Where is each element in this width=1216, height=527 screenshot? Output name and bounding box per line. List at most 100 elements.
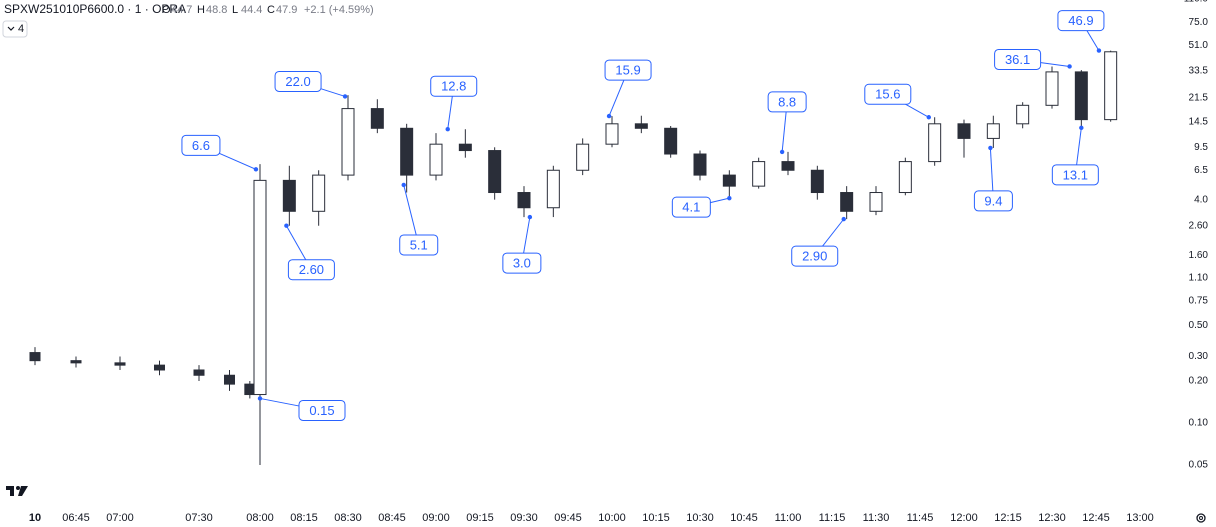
- candle-body: [1074, 71, 1088, 121]
- ohlc-value: 47.9: [276, 4, 297, 16]
- candle-body: [70, 360, 82, 364]
- chevron-icon: [7, 26, 15, 31]
- x-tick-label: 10: [29, 512, 41, 524]
- x-tick-label: 11:30: [863, 512, 890, 524]
- annotation-label: 0.15: [309, 403, 334, 418]
- annotation-box: [1057, 10, 1105, 32]
- x-tick-label: 12:45: [1082, 512, 1110, 524]
- candle-body: [840, 192, 854, 212]
- annotation-label: 46.9: [1068, 13, 1093, 28]
- y-tick-label: 0.10: [1189, 418, 1209, 429]
- symbol: SPXW251010P6600.0 · 1 · OPRA: [4, 2, 186, 16]
- x-tick-label: 11:45: [907, 512, 934, 524]
- tradingview-logo: [6, 486, 28, 496]
- x-tick-label: 10:30: [686, 512, 714, 524]
- y-tick-label: 21.5: [1189, 92, 1209, 103]
- x-tick-label: 12:15: [994, 512, 1022, 524]
- indicator-count[interactable]: 4: [18, 23, 24, 35]
- ohlc-value: 44.4: [241, 4, 262, 16]
- x-tick-label: 09:15: [466, 512, 494, 524]
- candle-body: [193, 369, 205, 376]
- x-tick-label: 10:00: [598, 512, 626, 524]
- ohlc-key: O: [162, 4, 171, 16]
- candle-body: [605, 123, 619, 145]
- candle-body: [370, 108, 384, 129]
- y-tick-label: 14.5: [1189, 116, 1209, 127]
- annotation-label: 4.1: [682, 200, 700, 215]
- x-tick-label: 09:30: [510, 512, 538, 524]
- settings-icon[interactable]: [1196, 513, 1206, 523]
- annotation-point: [988, 145, 993, 151]
- candle-body: [781, 161, 795, 171]
- annotation-box: [671, 196, 711, 218]
- candle-body: [1104, 51, 1118, 121]
- x-tick-label: 08:30: [334, 512, 362, 524]
- annotation-label: 22.0: [285, 74, 310, 89]
- annotation-point: [401, 182, 406, 188]
- x-tick-label: 08:15: [290, 512, 318, 524]
- annotation-point: [727, 195, 732, 201]
- y-tick-label: 0.50: [1189, 320, 1209, 331]
- y-tick-label: 0.20: [1189, 376, 1209, 387]
- annotation-box: [298, 399, 346, 421]
- x-tick-label: 09:45: [554, 512, 582, 524]
- candle-body: [312, 174, 326, 212]
- annotation-box: [791, 245, 839, 267]
- annotation-box: [994, 48, 1042, 70]
- candle-body: [664, 127, 678, 155]
- candle-body: [114, 362, 126, 366]
- annotation-box: [274, 70, 322, 92]
- candle-body: [810, 169, 824, 194]
- candle-body: [546, 169, 560, 209]
- annotation-point: [779, 149, 785, 155]
- candle-body: [400, 127, 414, 176]
- candle-body: [341, 108, 355, 176]
- candle-body: [253, 179, 267, 396]
- candle-body: [693, 153, 707, 176]
- candle-body: [488, 150, 502, 194]
- annotation-label: 6.6: [192, 138, 210, 153]
- indicator-toggle[interactable]: [2, 20, 28, 38]
- y-tick-label: 0.75: [1189, 296, 1209, 307]
- y-tick-label: 0.30: [1189, 351, 1209, 362]
- y-tick-label: 2.60: [1189, 220, 1209, 231]
- candle-body: [1045, 71, 1059, 106]
- annotation-box: [864, 83, 912, 105]
- y-tick-label: 33.5: [1189, 66, 1209, 77]
- candle-body: [1016, 104, 1030, 125]
- ohlc-key: H: [197, 4, 205, 16]
- annotation-label: 36.1: [1005, 52, 1030, 67]
- annotation-point: [606, 113, 612, 119]
- candle-body: [224, 374, 235, 385]
- ohlc-value: 48.8: [206, 4, 227, 16]
- x-tick-label: 06:45: [62, 512, 90, 524]
- candle-body: [154, 364, 165, 371]
- x-tick-label: 09:00: [422, 512, 450, 524]
- x-tick-label: 12:00: [950, 512, 978, 524]
- annotation-label: 12.8: [441, 79, 466, 94]
- ohlc-legend: O 44.7 H 48.8 L 44.4 C 47.9 +2.1 (+4.59%): [162, 4, 374, 16]
- candle-body: [429, 143, 443, 176]
- annotation-label: 5.1: [410, 237, 428, 252]
- candle-body: [869, 192, 883, 212]
- x-tick-label: 12:30: [1038, 512, 1066, 524]
- annotation-point: [342, 94, 348, 99]
- annotation-box: [604, 59, 652, 81]
- annotation-point: [926, 115, 931, 120]
- candle-body: [517, 192, 531, 209]
- ohlc-key: L: [232, 4, 238, 16]
- x-tick-label: 11:15: [819, 512, 846, 524]
- annotation-box: [502, 252, 542, 274]
- annotation-label: 8.8: [778, 94, 796, 109]
- annotation-point: [257, 396, 263, 401]
- ohlc-key: C: [267, 4, 275, 16]
- candle-body: [29, 352, 41, 362]
- y-tick-label: 9.5: [1194, 142, 1208, 153]
- y-tick-label: 6.5: [1194, 165, 1208, 176]
- candle-body: [928, 123, 942, 163]
- y-tick-label: 51.0: [1189, 40, 1209, 51]
- y-tick-label: 1.10: [1189, 272, 1209, 283]
- candle-body: [898, 161, 912, 194]
- annotation-point: [253, 167, 259, 172]
